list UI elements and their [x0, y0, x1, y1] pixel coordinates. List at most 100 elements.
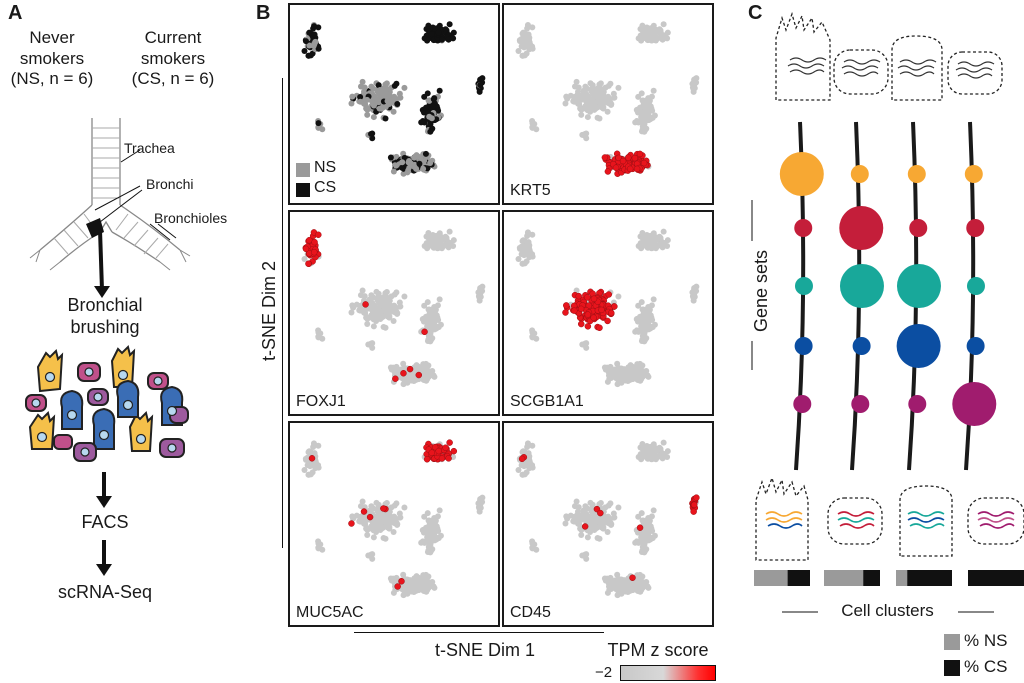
tsne-point	[635, 513, 642, 520]
tsne-point	[361, 293, 368, 300]
tsne-point	[646, 233, 653, 240]
tsne-point	[368, 340, 375, 347]
tsne-point	[659, 36, 666, 43]
tsne-point	[608, 100, 615, 107]
smokers-ns-text: smokers	[19, 48, 85, 68]
tsne-point	[315, 333, 322, 340]
tsne-point	[571, 518, 578, 525]
tsne-point	[607, 372, 614, 379]
tsne-point	[428, 31, 435, 38]
tsne-point	[421, 302, 428, 309]
tsne-point	[638, 37, 645, 44]
bar-cs-segment	[907, 570, 952, 586]
tsne-point	[370, 323, 377, 330]
bar-cs-segment	[863, 570, 880, 586]
bar-ns-segment	[896, 570, 908, 586]
tsne-point	[435, 447, 442, 455]
tsne-point	[604, 168, 612, 175]
tsne-point	[518, 455, 526, 463]
tsne-point	[315, 231, 322, 239]
current-text: Current	[144, 28, 202, 47]
cell-clusters-label: Cell clusters	[841, 601, 934, 620]
tsne-point	[315, 464, 322, 471]
tsne-point	[425, 306, 432, 313]
never-smokers-label: Never smokers (NS, n = 6)	[4, 28, 100, 90]
tsne-point	[515, 48, 522, 55]
tsne-point	[419, 118, 426, 125]
tsne-point	[387, 364, 394, 371]
tsne-point	[691, 82, 698, 89]
tsne-point	[479, 494, 486, 501]
tsne-point	[446, 21, 453, 28]
tsne-point	[375, 501, 382, 508]
tsne-point	[419, 538, 426, 545]
tsne-point	[421, 93, 428, 100]
tsne-point	[520, 237, 527, 244]
tsne-point	[620, 579, 627, 586]
tsne-point	[450, 447, 458, 455]
panel-a-letter: A	[8, 2, 23, 24]
tsne-point	[348, 100, 355, 107]
tsne-point	[691, 290, 698, 297]
tsne-point	[445, 36, 452, 43]
tsne-point	[390, 168, 397, 175]
gene-label-cd45: CD45	[510, 604, 551, 621]
y-axis-line	[282, 78, 283, 548]
gene-set-dot	[852, 337, 871, 355]
tsne-point	[302, 456, 309, 463]
tsne-point	[377, 87, 384, 94]
legend-pct-ns-label: % NS	[964, 631, 1008, 650]
tsne-point	[357, 302, 364, 309]
cluster-transcripts-top	[787, 57, 995, 79]
tsne-point	[598, 517, 605, 524]
tsne-point	[422, 571, 429, 578]
tsne-point	[364, 532, 371, 539]
tsne-point	[390, 317, 397, 324]
tsne-point	[640, 113, 647, 120]
tsne-point	[368, 551, 375, 558]
tsne-point	[562, 100, 569, 107]
tsne-point	[650, 296, 657, 303]
tsne-point	[615, 154, 622, 162]
tsne-point	[529, 329, 536, 336]
tsne-point	[578, 96, 585, 103]
tsne-point	[516, 38, 523, 45]
tsne-point	[630, 370, 637, 377]
tsne-point	[659, 244, 666, 251]
tsne-point	[631, 154, 639, 162]
tsne-point	[382, 324, 389, 331]
tsne-point	[520, 29, 527, 36]
tsne-point	[629, 574, 636, 582]
gene-set-dot	[966, 337, 985, 355]
tsne-point	[642, 31, 649, 38]
bar-ns-segment	[754, 570, 788, 586]
tsne-point	[423, 313, 430, 320]
tsne-point	[649, 237, 656, 244]
tsne-point	[311, 41, 318, 48]
tsne-point	[306, 42, 313, 49]
tsne-point	[581, 523, 589, 530]
tsne-point	[640, 533, 647, 540]
tsne-point	[435, 527, 442, 534]
tsne-point	[578, 516, 585, 523]
tsne-point	[598, 306, 605, 314]
cluster-cells-bottom	[755, 475, 1024, 561]
tsne-point	[370, 102, 377, 109]
tsne-point	[636, 524, 644, 531]
tsne-point	[640, 159, 648, 167]
tsne-point	[601, 364, 608, 371]
tsne-point	[370, 505, 377, 512]
tsne-point	[589, 82, 596, 89]
tsne-point	[582, 551, 589, 558]
tsne-point	[525, 23, 532, 30]
tsne-point	[633, 538, 640, 545]
trachea-label: Trachea	[124, 140, 175, 156]
tsne-point	[305, 260, 312, 267]
colorbar-min-label: −2	[595, 664, 613, 681]
tsne-point	[596, 324, 603, 332]
tsne-point	[411, 154, 418, 161]
tsne-point	[575, 504, 582, 511]
ns-group-text: (NS, n = 6)	[10, 69, 94, 89]
tsne-point	[590, 314, 597, 322]
gene-set-dot	[779, 152, 824, 196]
